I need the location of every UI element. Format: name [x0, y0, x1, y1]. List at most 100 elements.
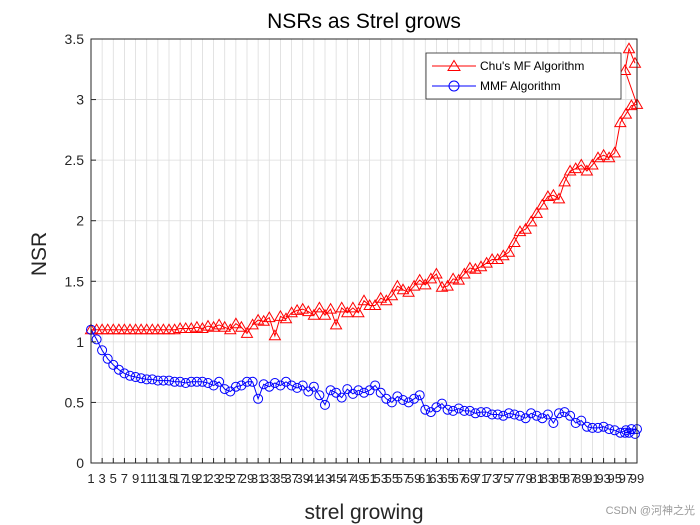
data-point-chu: [240, 326, 254, 338]
data-point-chu: [229, 317, 243, 329]
data-point-mmf: [264, 381, 275, 392]
x-tick-label: 73: [485, 471, 499, 486]
data-point-mmf: [609, 425, 620, 436]
data-point-mmf: [537, 413, 548, 424]
x-tick-label: 71: [474, 471, 488, 486]
x-tick-label: 63: [429, 471, 443, 486]
data-point-chu: [168, 323, 181, 335]
data-point-mmf: [91, 334, 102, 345]
data-point-mmf: [258, 379, 269, 390]
x-tick-label: 33: [262, 471, 276, 486]
data-point-mmf: [152, 375, 163, 386]
x-tick-label: 7: [121, 471, 128, 486]
data-point-mmf: [230, 381, 241, 392]
legend-marker-triangle-icon: [447, 59, 461, 71]
data-point-mmf: [314, 390, 325, 401]
x-tick-label: 1: [87, 471, 94, 486]
data-point-mmf: [353, 385, 364, 396]
x-tick-label: 51: [362, 471, 376, 486]
data-point-mmf: [370, 380, 381, 391]
series-layer: [84, 42, 644, 439]
data-point-chu: [613, 116, 627, 128]
data-point-mmf: [464, 405, 475, 416]
data-point-chu: [625, 99, 638, 111]
x-tick-label: 35: [273, 471, 287, 486]
data-point-mmf: [581, 421, 592, 432]
y-tick-label: 3.5: [65, 31, 85, 47]
data-point-chu: [223, 323, 237, 335]
data-point-chu: [597, 148, 610, 160]
x-tick-label: 67: [451, 471, 465, 486]
data-point-mmf: [113, 364, 124, 375]
data-point-mmf: [191, 376, 202, 387]
data-point-chu: [446, 272, 460, 284]
data-point-mmf: [542, 409, 553, 420]
x-tick-label: 53: [373, 471, 387, 486]
x-tick-label: 93: [596, 471, 610, 486]
data-point-mmf: [453, 403, 464, 414]
data-point-mmf: [498, 410, 509, 421]
data-point-mmf: [459, 405, 470, 416]
x-tick-label: 95: [607, 471, 621, 486]
data-point-chu: [618, 64, 632, 75]
data-point-mmf: [392, 391, 403, 402]
data-point-mmf: [336, 392, 347, 403]
data-point-mmf: [164, 375, 174, 386]
x-tick-label: 77: [507, 471, 521, 486]
data-point-mmf: [102, 353, 113, 364]
x-tick-label: 11: [140, 471, 154, 486]
data-point-chu: [563, 164, 577, 176]
data-point-mmf: [476, 407, 486, 418]
data-point-chu: [430, 267, 443, 279]
data-point-mmf: [520, 413, 531, 424]
data-point-mmf: [97, 345, 108, 356]
x-tick-label: 19: [184, 471, 198, 486]
data-point-chu: [346, 301, 360, 313]
data-point-chu: [608, 146, 622, 158]
data-point-chu: [547, 188, 560, 200]
watermark-text: CSDN @河神之光: [606, 503, 695, 517]
data-point-chu: [235, 320, 248, 332]
y-tick-label: 0: [76, 455, 84, 471]
data-point-mmf: [175, 376, 186, 387]
data-point-chu: [324, 302, 337, 314]
data-point-chu: [307, 308, 321, 320]
x-tick-label: 31: [251, 471, 265, 486]
x-tick-label: 9: [132, 471, 139, 486]
x-tick-label: 21: [195, 471, 209, 486]
x-axis-ticks: 1 3 5 7 9 11131517192123252729313335373941434…: [87, 458, 644, 486]
x-tick-label: 65: [440, 471, 454, 486]
data-point-mmf: [398, 395, 408, 405]
data-point-chu: [530, 206, 544, 218]
data-point-chu: [508, 236, 521, 247]
data-point-mmf: [620, 427, 630, 438]
x-tick-label: 37: [284, 471, 298, 486]
data-point-mmf: [375, 387, 386, 398]
data-point-chu: [374, 291, 388, 303]
data-point-mmf: [448, 405, 459, 416]
x-tick-label: 85: [552, 471, 566, 486]
data-point-mmf: [598, 421, 609, 432]
x-tick-label: 75: [496, 471, 510, 486]
data-point-chu: [541, 190, 555, 201]
axes-box: [90, 38, 638, 464]
data-point-chu: [279, 312, 293, 324]
x-tick-label: 25: [217, 471, 231, 486]
x-tick-label: 17: [173, 471, 187, 486]
data-point-mmf: [208, 380, 219, 391]
data-point-mmf: [147, 374, 158, 385]
data-point-mmf: [414, 390, 425, 401]
data-point-chu: [218, 320, 232, 332]
x-tick-label: 79: [518, 471, 532, 486]
x-tick-label: 41: [307, 471, 321, 486]
data-point-mmf: [515, 410, 525, 421]
data-point-mmf: [570, 418, 581, 428]
data-point-chu: [558, 175, 571, 187]
data-point-chu: [268, 329, 282, 341]
data-point-mmf: [331, 387, 342, 398]
data-point-mmf: [347, 388, 358, 399]
data-point-mmf: [431, 402, 442, 413]
data-point-mmf: [130, 372, 141, 382]
y-axis-ticks: 0 0.5 1 1.5 2 2.5 3 3.5: [65, 31, 96, 471]
